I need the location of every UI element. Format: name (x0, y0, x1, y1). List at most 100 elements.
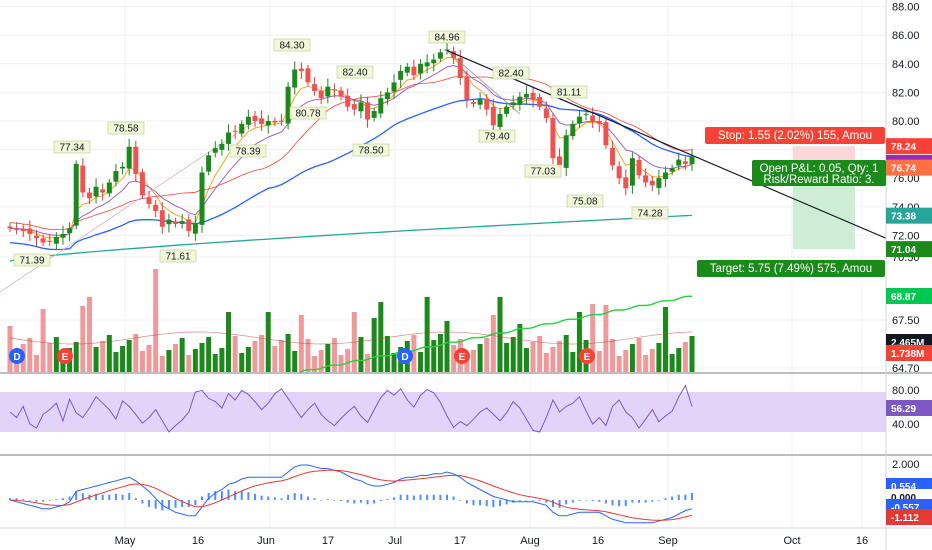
macd-hist-bar (340, 500, 343, 501)
volume-bar (345, 349, 351, 372)
candlesticks[interactable] (7, 42, 695, 250)
candle-body (610, 147, 616, 166)
volume-bar (93, 347, 99, 372)
pivot-label: 71.61 (159, 249, 197, 263)
candle-body (384, 92, 390, 99)
badge-stop-box (886, 138, 932, 155)
candle-body (530, 92, 536, 100)
candle-body (643, 175, 649, 183)
volume-bar (199, 343, 205, 372)
candle-body (186, 219, 192, 232)
volume-bar (166, 350, 172, 372)
candle-body (298, 68, 304, 71)
candle-body (47, 240, 53, 242)
macd-hist-bar (114, 493, 117, 500)
volume-bar (173, 344, 179, 372)
candle-body (437, 52, 443, 59)
volume-bar (192, 349, 198, 372)
time-tick-label: Jun (257, 535, 275, 547)
pane-separators[interactable] (0, 372, 932, 529)
candle-body (305, 68, 311, 83)
macd-hist-bar (525, 500, 528, 501)
candle-body (232, 130, 238, 132)
pivot-text: 84.96 (434, 33, 459, 44)
macd-hist-bar (373, 500, 376, 504)
candle-body (497, 113, 503, 128)
macd-hist-bar (280, 498, 283, 500)
candle-body (649, 180, 655, 186)
badge-entry: 76.74 (886, 159, 932, 176)
candle-body (133, 146, 139, 174)
volume-bar (226, 312, 232, 372)
pivot-text: 84.30 (279, 41, 304, 52)
volume-bar (73, 342, 79, 372)
macd-line (9, 464, 693, 524)
volume-bar (27, 338, 33, 372)
macd-hist-bar (247, 492, 250, 500)
candle-body (457, 58, 463, 79)
pnl-label-text: Risk/Reward Ratio: 3. (763, 174, 874, 186)
volume-bar (106, 335, 112, 372)
candle-body (477, 99, 483, 105)
badge-rsi-box (886, 400, 932, 416)
macd-hist-bar (207, 493, 210, 500)
pivot-text: 78.39 (235, 147, 260, 158)
time-tick-label: 16 (592, 535, 604, 547)
pivot-text: 78.50 (358, 146, 383, 157)
candle-body (20, 228, 26, 232)
macd-hist-bar (538, 500, 541, 501)
macd-hist-bar (518, 500, 521, 501)
ma-50-line (9, 98, 693, 251)
volume-bar (86, 297, 92, 372)
candle-body (179, 221, 185, 224)
candle-body (146, 197, 152, 204)
price-tick-label: 72.00 (892, 230, 920, 242)
macd-hist-bar (68, 496, 71, 500)
macd-hist-bar (42, 500, 45, 502)
pivot-box (566, 194, 604, 208)
volume-bar (252, 341, 258, 372)
pivot-text: 78.58 (113, 124, 138, 135)
macd-hist-bar (81, 493, 84, 500)
volume-bar (663, 307, 669, 372)
macd-hist-bar (134, 498, 137, 500)
macd-hist-bar (498, 500, 501, 507)
badge-ma200-box (886, 207, 932, 224)
macd-hist-bar (293, 493, 296, 500)
time-tick-label: Sep (658, 535, 678, 547)
macd-hist-bar (671, 496, 674, 500)
macd-hist-bar (61, 498, 64, 500)
target-label: Target: 5.75 (7.49%) 575, Amou (697, 260, 885, 277)
macd-hist-bar (214, 491, 217, 500)
volume-bar (47, 343, 53, 372)
candle-body (590, 115, 596, 121)
candle-body (338, 90, 344, 97)
volume-bar (557, 341, 563, 372)
pivot-label: 80.78 (289, 106, 327, 120)
macd-hist-bar (446, 494, 449, 500)
pivot-text: 75.08 (572, 197, 597, 208)
candle-body (504, 106, 510, 114)
price-tick-label: 86.00 (892, 30, 920, 42)
trendline[interactable] (445, 49, 887, 239)
volume-bar (292, 351, 298, 372)
macd-hist-bar (638, 500, 641, 503)
event-marker: E (454, 348, 470, 364)
volume-bar (543, 353, 549, 372)
volume-bar (305, 339, 311, 372)
volume-bar (272, 346, 278, 372)
pivot-text: 71.61 (165, 252, 190, 263)
macd-hist-bar (306, 496, 309, 500)
candle-body (153, 204, 159, 212)
macd-hist-bar (181, 500, 184, 507)
event-letter: D (13, 352, 20, 363)
macd-hist-bar (505, 500, 508, 505)
macd-hist-bar (320, 500, 323, 501)
candle-body (484, 98, 490, 110)
volume-bar (682, 342, 688, 372)
badge-vol-second: 1.738M (886, 345, 932, 361)
candle-body (537, 96, 543, 107)
candle-body (398, 70, 404, 80)
